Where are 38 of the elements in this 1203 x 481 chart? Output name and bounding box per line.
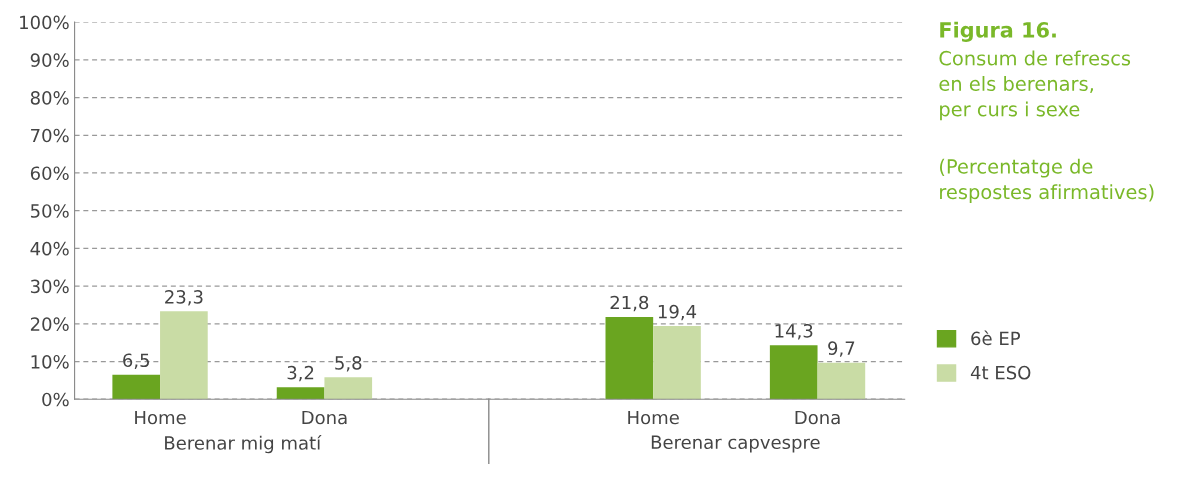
text: Consum de refrescs en els berenars, per curs i sexe xyxy=(939,50,1131,121)
text: Berenar mig matí xyxy=(165,435,322,454)
data-label: 3,2 xyxy=(287,365,314,382)
y-tick-label: 10% xyxy=(31,354,69,369)
y-tick-label: 100% xyxy=(20,15,69,30)
x-tick-label: Home xyxy=(135,410,186,425)
y-tick-label: 40% xyxy=(30,241,69,256)
bar xyxy=(324,377,373,400)
data-label: 21,8 xyxy=(610,295,649,312)
y-tick-label: 80% xyxy=(30,91,69,105)
text: Berenar capvespre xyxy=(651,435,820,453)
bar xyxy=(112,374,161,400)
legend-label: 6è EP xyxy=(971,330,1021,346)
y-tick-label: 60% xyxy=(30,166,69,181)
bar xyxy=(769,345,818,400)
data-label: 9,7 xyxy=(828,341,855,357)
x-tick-label: Dona xyxy=(302,410,347,425)
x-tick-label: Home xyxy=(628,410,679,425)
y-tick-label: 70% xyxy=(31,128,69,143)
text: Figura 16. xyxy=(940,21,1056,42)
bar xyxy=(817,362,866,400)
bar xyxy=(276,387,325,400)
text: (Percentatge de respostes afirmatives) xyxy=(940,158,1154,204)
data-label: 14,3 xyxy=(775,323,813,340)
y-tick-label: 20% xyxy=(30,317,69,331)
bar xyxy=(605,317,654,400)
x-tick-label: Dona xyxy=(795,410,840,425)
data-label: 5,8 xyxy=(335,356,362,372)
data-label: 23,3 xyxy=(165,290,203,306)
data-label: 19,4 xyxy=(658,304,697,321)
y-tick-label: 50% xyxy=(30,204,69,218)
y-tick-label: 0% xyxy=(42,392,69,407)
y-tick-label: 90% xyxy=(30,53,69,67)
data-label: 6,5 xyxy=(123,353,150,369)
y-tick-label: 30% xyxy=(30,279,69,294)
bar xyxy=(160,311,208,400)
legend-label: 4t ESO xyxy=(970,365,1031,380)
bar xyxy=(653,326,701,400)
